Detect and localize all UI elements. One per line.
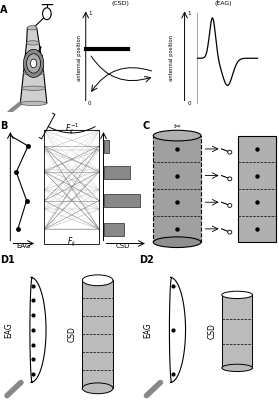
Ellipse shape — [22, 86, 45, 90]
Circle shape — [228, 150, 232, 154]
Text: current source
(CSD): current source (CSD) — [97, 0, 143, 6]
Circle shape — [30, 59, 37, 68]
Text: antennal position: antennal position — [77, 35, 82, 81]
Text: CSD: CSD — [208, 324, 217, 339]
Text: $F_{ij}$: $F_{ij}$ — [67, 236, 76, 249]
Text: antennal position: antennal position — [0, 156, 1, 202]
Text: 0: 0 — [88, 101, 92, 106]
Ellipse shape — [153, 237, 201, 248]
Bar — [238, 136, 276, 242]
Bar — [222, 295, 252, 368]
Circle shape — [43, 8, 51, 20]
Text: ✂: ✂ — [174, 122, 181, 131]
Polygon shape — [169, 277, 186, 382]
Text: 1: 1 — [88, 10, 92, 16]
Text: A: A — [0, 5, 8, 15]
Text: 1: 1 — [187, 10, 191, 16]
Text: EAG: EAG — [4, 322, 13, 338]
Bar — [104, 194, 140, 207]
Polygon shape — [20, 28, 47, 103]
Ellipse shape — [222, 364, 252, 372]
Ellipse shape — [82, 275, 113, 286]
Circle shape — [228, 230, 232, 234]
Ellipse shape — [25, 56, 41, 60]
Text: EAG: EAG — [16, 243, 31, 249]
Circle shape — [27, 54, 41, 73]
Text: CSD: CSD — [116, 243, 130, 249]
Ellipse shape — [222, 291, 252, 298]
Ellipse shape — [23, 71, 44, 75]
Text: field potential
(EAG): field potential (EAG) — [201, 0, 245, 6]
Ellipse shape — [153, 130, 201, 141]
Text: C: C — [142, 121, 150, 131]
Text: CSD: CSD — [68, 326, 77, 342]
Text: EAG: EAG — [143, 322, 152, 338]
Ellipse shape — [27, 26, 37, 30]
Bar — [44, 130, 99, 244]
Ellipse shape — [27, 41, 39, 45]
Text: antennal position: antennal position — [169, 35, 174, 81]
Polygon shape — [30, 277, 46, 382]
Ellipse shape — [82, 383, 113, 394]
Bar — [82, 280, 113, 388]
Text: D2: D2 — [140, 256, 154, 266]
Text: $F^{-1}_{ij}$: $F^{-1}_{ij}$ — [64, 121, 79, 137]
Text: B: B — [0, 121, 7, 131]
Bar — [104, 223, 124, 236]
Bar — [104, 140, 109, 152]
Text: 0: 0 — [187, 101, 191, 106]
Circle shape — [23, 49, 44, 78]
Text: D1: D1 — [0, 256, 15, 266]
Circle shape — [228, 204, 232, 208]
Bar — [153, 136, 201, 242]
Ellipse shape — [20, 101, 47, 106]
Circle shape — [228, 177, 232, 181]
Bar — [104, 166, 130, 178]
